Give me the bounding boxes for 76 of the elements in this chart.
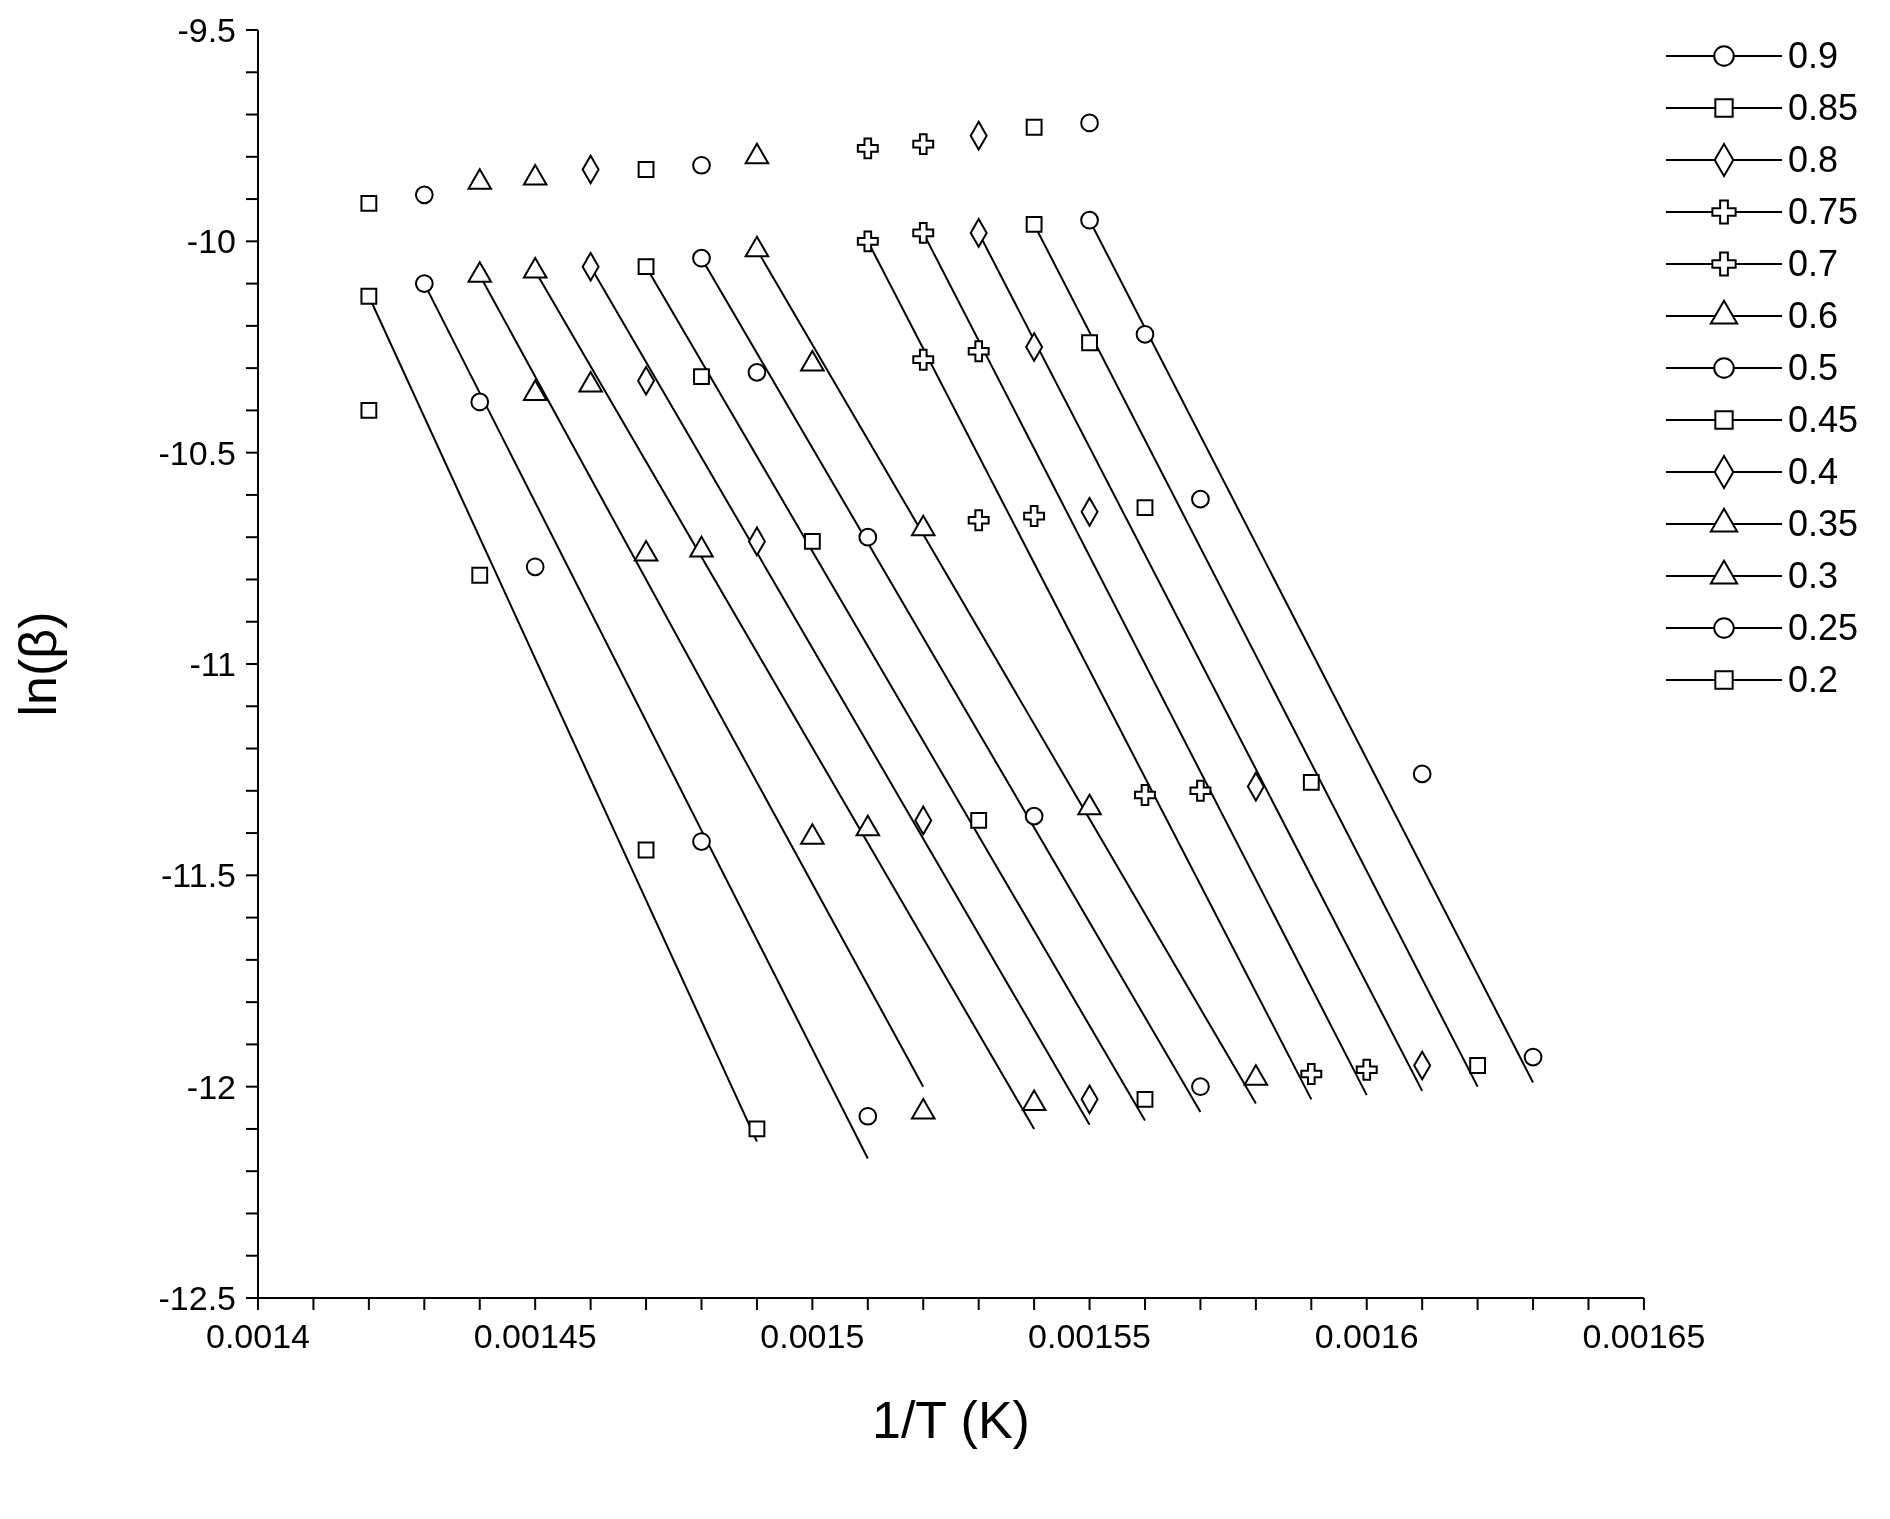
legend-label: 0.4 <box>1787 450 1838 494</box>
y-tick-label: -11 <box>189 645 236 684</box>
point <box>803 533 821 550</box>
x-tick-label: 0.00145 <box>473 1317 597 1356</box>
legend-label: 0.45 <box>1787 398 1858 442</box>
point <box>360 287 378 305</box>
x-tick-label: 0.00155 <box>1028 1317 1152 1356</box>
x-tick-label: 0.00165 <box>1582 1317 1706 1356</box>
point <box>1300 1063 1323 1085</box>
point <box>414 185 434 205</box>
point <box>1081 334 1098 352</box>
point <box>637 161 655 178</box>
y-tick-label: -12 <box>186 1067 236 1106</box>
legend-label: 0.85 <box>1787 86 1858 130</box>
point <box>1080 210 1099 230</box>
point <box>1469 1057 1487 1074</box>
point <box>858 1106 878 1126</box>
point <box>856 137 879 160</box>
point <box>1136 1090 1154 1108</box>
point <box>912 221 935 244</box>
point <box>1024 806 1044 826</box>
y-tick-label: -10.5 <box>158 433 236 472</box>
point <box>1023 505 1046 528</box>
point <box>692 248 711 268</box>
point <box>637 258 655 276</box>
legend-label: 0.8 <box>1787 138 1838 182</box>
point <box>1134 784 1156 806</box>
point <box>471 566 489 584</box>
point <box>1355 1058 1378 1081</box>
point <box>856 230 879 253</box>
y-axis-title: ln(β) <box>9 611 68 717</box>
point <box>1189 779 1212 802</box>
point <box>360 194 378 212</box>
legend-label: 0.9 <box>1787 34 1838 78</box>
point <box>693 368 710 385</box>
point <box>1523 1047 1543 1067</box>
point <box>912 133 935 156</box>
point <box>967 340 990 363</box>
legend-label: 0.25 <box>1787 606 1858 650</box>
point <box>1136 499 1154 517</box>
point <box>470 392 490 412</box>
point <box>912 348 935 371</box>
point <box>967 509 990 532</box>
point <box>1191 489 1210 509</box>
y-tick-label: -10 <box>186 222 236 261</box>
x-axis-title: 1/T (K) <box>871 1391 1030 1449</box>
point <box>1302 773 1320 791</box>
x-tick-label: 0.0014 <box>206 1317 310 1356</box>
legend-label: 0.35 <box>1787 502 1858 546</box>
point <box>525 557 545 577</box>
point <box>1412 764 1432 784</box>
point <box>1080 113 1099 133</box>
legend-label: 0.7 <box>1787 242 1838 286</box>
legend-label: 0.75 <box>1787 190 1858 234</box>
legend-label: 0.5 <box>1787 346 1838 390</box>
point <box>747 363 767 382</box>
point <box>692 155 711 175</box>
legend-label: 0.6 <box>1787 294 1838 338</box>
point <box>1191 1077 1210 1097</box>
point <box>970 811 988 829</box>
point <box>692 832 711 851</box>
point <box>858 527 878 547</box>
x-tick-label: 0.0015 <box>760 1317 865 1356</box>
point <box>748 1120 766 1138</box>
point <box>637 841 655 859</box>
x-tick-label: 0.0016 <box>1314 1317 1419 1356</box>
y-tick-label: -11.5 <box>161 856 236 895</box>
y-tick-label: -12.5 <box>158 1279 236 1318</box>
y-tick-label: -9.5 <box>177 11 236 50</box>
legend-label: 0.2 <box>1787 658 1838 702</box>
point <box>1135 324 1155 344</box>
point <box>414 274 434 293</box>
point <box>1025 118 1043 136</box>
point <box>360 401 378 419</box>
legend-label: 0.3 <box>1787 554 1838 598</box>
point <box>1025 216 1043 233</box>
